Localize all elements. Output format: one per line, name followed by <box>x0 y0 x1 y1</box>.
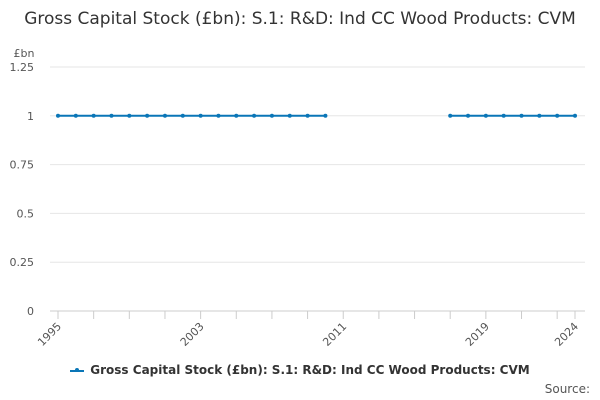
y-tick-label: 1.25 <box>10 61 35 74</box>
data-point <box>56 113 60 118</box>
data-point <box>323 113 328 118</box>
y-tick-label: 0.5 <box>17 207 35 220</box>
data-point <box>501 113 506 118</box>
legend-swatch <box>70 368 85 372</box>
data-point <box>234 113 239 118</box>
data-point <box>216 113 221 118</box>
legend-label: Gross Capital Stock (£bn): S.1: R&D: Ind… <box>90 363 530 377</box>
y-tick-label: 0.75 <box>10 159 35 172</box>
data-point <box>555 113 560 118</box>
data-point <box>162 113 167 118</box>
data-point <box>127 113 132 118</box>
data-point <box>198 113 203 118</box>
data-point <box>305 113 310 118</box>
data-point <box>448 113 453 118</box>
x-tick-label: 2019 <box>463 320 492 349</box>
y-tick-label: 0.25 <box>10 256 35 269</box>
y-axis: 0 0.25 0.5 0.75 1 1.25£bn <box>10 47 35 318</box>
data-point <box>537 113 542 118</box>
chart-title: Gross Capital Stock (£bn): S.1: R&D: Ind… <box>24 9 576 29</box>
data-point <box>466 113 471 118</box>
data-point <box>252 113 257 118</box>
x-tick-label: 2003 <box>178 320 207 349</box>
data-point <box>519 113 524 118</box>
x-tick-label: 1995 <box>35 320 64 349</box>
legend[interactable]: Gross Capital Stock (£bn): S.1: R&D: Ind… <box>0 363 600 377</box>
data-point <box>483 113 488 118</box>
data-point <box>91 113 96 118</box>
data-point <box>109 113 114 118</box>
y-axis-label: £bn <box>14 47 35 60</box>
data-point <box>145 113 150 118</box>
data-point <box>269 113 274 118</box>
y-tick-label: 0 <box>27 305 34 318</box>
x-axis: 1995 2003 2011 2019 2024 <box>35 310 585 349</box>
source-label: Source: <box>544 382 590 396</box>
x-tick-label: 2011 <box>320 320 349 349</box>
gridlines <box>50 66 585 312</box>
series-layer <box>56 113 577 118</box>
data-point <box>180 113 185 118</box>
data-point <box>287 113 292 118</box>
data-point <box>73 113 78 118</box>
y-tick-label: 1 <box>27 110 34 123</box>
x-tick-label: 2024 <box>552 320 581 349</box>
data-point <box>573 113 577 118</box>
